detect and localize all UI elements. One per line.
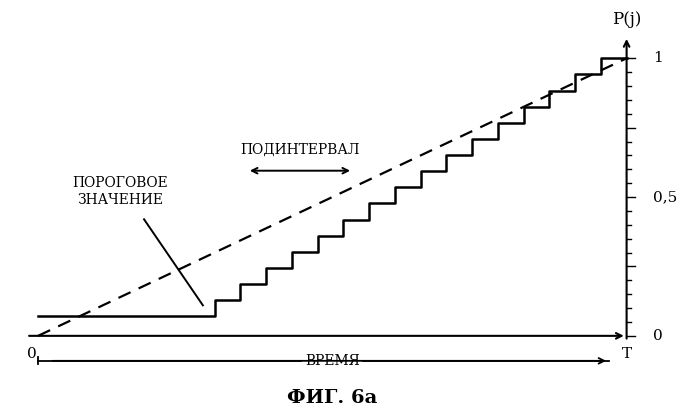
Text: ВРЕМЯ: ВРЕМЯ [305, 354, 360, 368]
Text: ПОРОГОВОЕ
ЗНАЧЕНИЕ: ПОРОГОВОЕ ЗНАЧЕНИЕ [73, 176, 169, 207]
Text: ФИГ. 6а: ФИГ. 6а [287, 388, 377, 406]
Text: 1: 1 [653, 51, 663, 65]
Text: ПОДИНТЕРВАЛ: ПОДИНТЕРВАЛ [240, 143, 360, 157]
Text: 0,5: 0,5 [653, 190, 678, 204]
Text: 0: 0 [653, 329, 663, 343]
Text: T: T [622, 347, 631, 361]
Text: P(j): P(j) [612, 11, 641, 28]
Text: 0: 0 [27, 347, 37, 361]
